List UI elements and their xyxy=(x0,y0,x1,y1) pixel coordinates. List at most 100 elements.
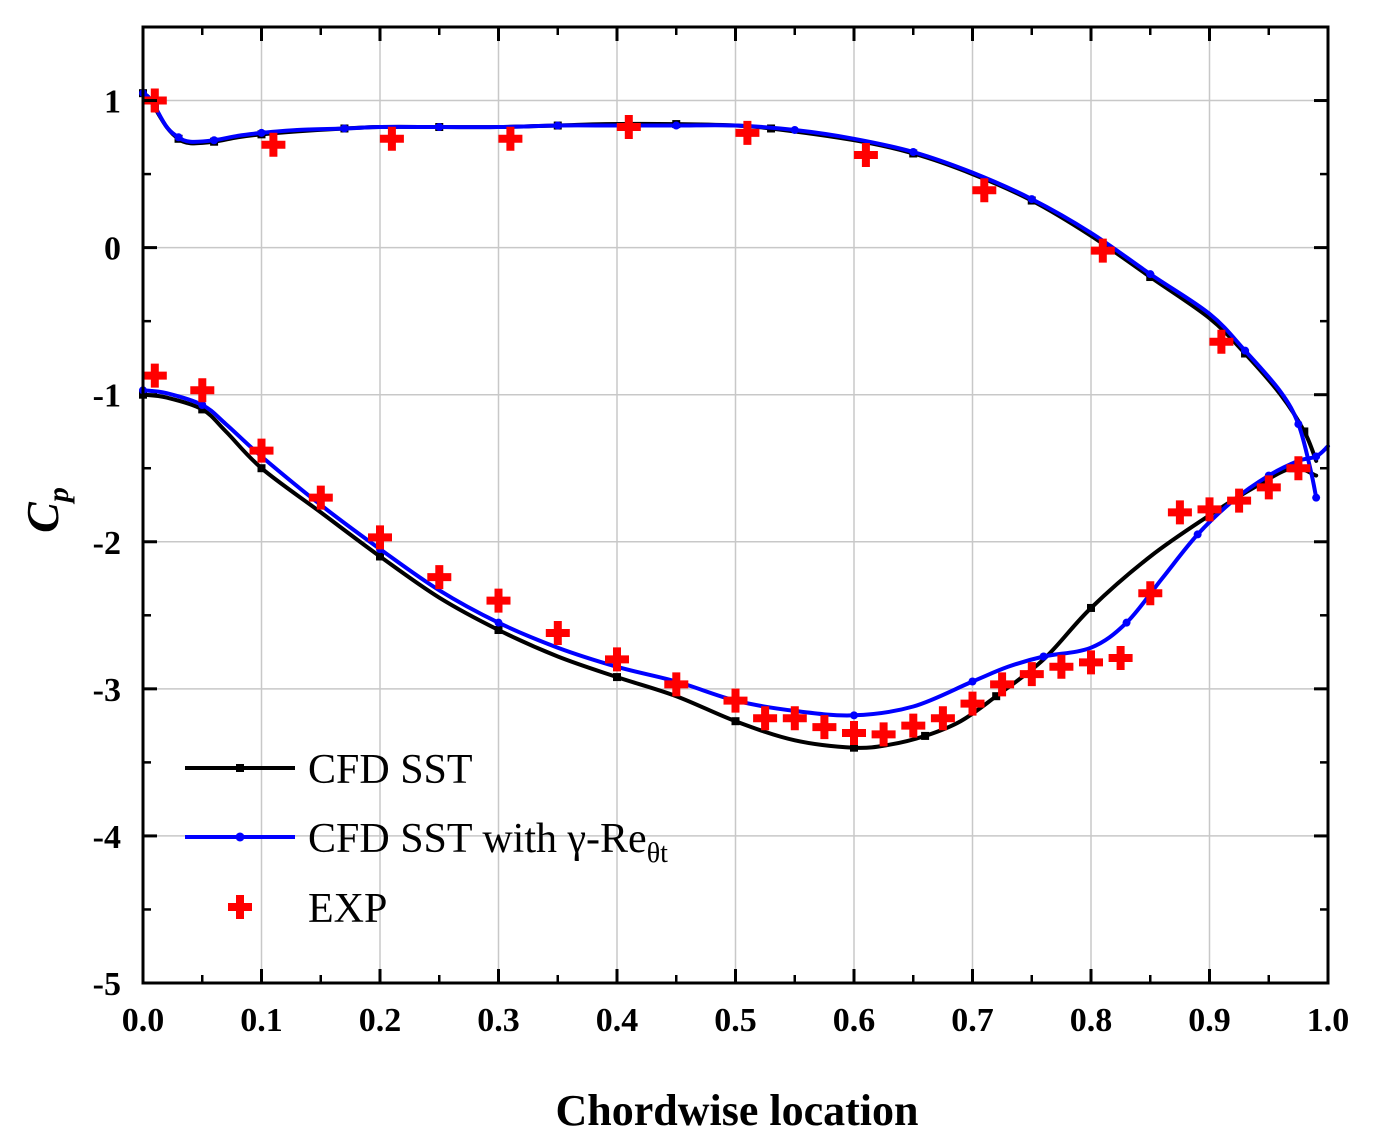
exp-point xyxy=(427,565,452,590)
cfd-sst-gamma-point xyxy=(672,121,681,130)
cfd-sst-gamma-point xyxy=(1193,530,1202,539)
x-tick-label: 0.1 xyxy=(240,1002,283,1039)
cfd-sst-gamma-point xyxy=(1312,452,1321,461)
cfd-sst-point xyxy=(850,743,858,752)
exp-point xyxy=(1019,662,1044,687)
x-tick-label: 0.8 xyxy=(1070,1002,1113,1039)
cfd-sst-gamma-point xyxy=(1039,652,1048,661)
axis-ticks xyxy=(141,27,1330,985)
y-tick-label: -3 xyxy=(93,672,121,709)
cfd-sst-point xyxy=(921,731,930,740)
exp-point xyxy=(498,126,523,151)
cfd-sst-gamma-point xyxy=(198,400,207,409)
exp-point xyxy=(545,621,570,645)
cfd-sst-gamma-point xyxy=(210,136,219,145)
x-tick-label: 0.7 xyxy=(951,1002,994,1039)
exp-point xyxy=(871,722,896,747)
exp-point xyxy=(753,706,778,731)
x-tick-label: 0.4 xyxy=(596,1002,639,1039)
cfd-sst-point xyxy=(992,692,1001,701)
cfd-sst-gamma-point xyxy=(968,677,977,686)
exp-point xyxy=(379,126,404,151)
exp-point xyxy=(723,688,748,713)
legend-label-cfd-sst: CFD SST xyxy=(308,747,473,793)
x-tick-label: 0.0 xyxy=(122,1002,165,1039)
cfd-sst-point xyxy=(198,405,207,414)
cfd-sst-gamma-point xyxy=(1122,618,1131,627)
cfd-sst-gamma-point xyxy=(257,128,266,137)
exp-point xyxy=(308,485,333,510)
exp-point xyxy=(1197,497,1222,522)
exp-point xyxy=(901,713,926,738)
cfd-sst-lower-line xyxy=(141,392,1319,750)
cfd-sst-gamma-point xyxy=(909,148,918,157)
legend-marker-exp xyxy=(228,895,252,919)
legend-label-cfd-sst-gamma: CFD SST with γ-Reθt xyxy=(308,816,668,869)
cfd-sst-point xyxy=(376,552,384,561)
exp-point xyxy=(1256,475,1281,500)
legend: CFD SST CFD SST with γ-Reθt EXP xyxy=(185,747,668,932)
legend-marker-cfd-sst xyxy=(236,764,244,772)
cfd-sst-point xyxy=(613,673,621,682)
exp-point xyxy=(972,178,997,203)
x-tick-label: 0.3 xyxy=(477,1002,520,1039)
exp-point xyxy=(1049,654,1074,679)
cfd-sst-point xyxy=(1300,427,1309,436)
exp-point xyxy=(142,363,167,388)
tick-labels: 0.0 0.1 0.2 0.3 0.4 0.5 0.6 0.7 0.8 0.9 1.0 1 0 -1 -2 -… xyxy=(93,84,1350,1039)
exp-point xyxy=(930,706,955,731)
cfd-sst-gamma-point xyxy=(340,124,349,133)
exp-point xyxy=(190,378,215,403)
legend-label-exp: EXP xyxy=(308,886,387,932)
exp-point xyxy=(812,715,837,740)
legend-label-gamma-main: CFD SST with γ-Re xyxy=(308,816,647,862)
exp-point xyxy=(1286,456,1311,481)
legend-label-gamma-sub: θt xyxy=(647,838,668,869)
y-tick-label: 1 xyxy=(104,84,121,121)
cfd-sst-gamma-point xyxy=(1294,420,1303,429)
exp-point xyxy=(1108,646,1133,670)
x-tick-label: 0.9 xyxy=(1188,1002,1231,1039)
exp-point xyxy=(782,706,807,731)
exp-point xyxy=(368,525,392,550)
x-tick-label: 1.0 xyxy=(1307,1002,1350,1039)
exp-point xyxy=(1138,581,1163,606)
exp-point xyxy=(842,721,866,745)
exp-point xyxy=(990,672,1015,697)
cfd-sst-gamma-point xyxy=(1027,195,1036,204)
legend-marker-cfd-sst-gamma xyxy=(235,832,245,842)
cfd-sst-gamma-point xyxy=(790,125,799,134)
exp-point xyxy=(960,691,985,716)
cfd-sst-point xyxy=(1087,603,1095,612)
cfd-sst-gamma-point xyxy=(1312,493,1321,502)
exp-point xyxy=(1227,488,1252,513)
y-tick-label: 0 xyxy=(104,231,121,268)
cfd-sst-gamma-point xyxy=(553,121,562,130)
exp-point xyxy=(1090,238,1115,263)
series-layer xyxy=(139,88,1330,752)
y-tick-label: -2 xyxy=(93,525,121,562)
x-tick-label: 0.2 xyxy=(359,1002,402,1039)
cfd-sst-gamma-point xyxy=(1146,270,1155,279)
y-axis-title-sub: p xyxy=(42,487,75,505)
exp-point xyxy=(1079,650,1103,675)
exp-point xyxy=(261,132,286,157)
cfd-sst-gamma-point xyxy=(174,133,183,142)
exp-point xyxy=(1167,500,1192,525)
y-tick-label: -5 xyxy=(93,966,121,1003)
cfd-sst-gamma-point xyxy=(435,123,444,132)
y-axis-title-main: C xyxy=(17,501,68,533)
x-tick-label: 0.5 xyxy=(714,1002,757,1039)
exp-point xyxy=(735,120,760,145)
y-tick-label: -1 xyxy=(93,378,121,415)
cfd-sst-gamma-point xyxy=(494,618,503,627)
cfd-sst-gamma-point xyxy=(850,711,858,720)
svg-text:Cp: Cp xyxy=(17,487,75,533)
exp-point xyxy=(249,438,274,463)
exp-point xyxy=(1209,329,1234,354)
exp-point xyxy=(664,672,689,697)
y-tick-label: -4 xyxy=(93,819,121,856)
cfd-sst-point xyxy=(257,464,266,473)
